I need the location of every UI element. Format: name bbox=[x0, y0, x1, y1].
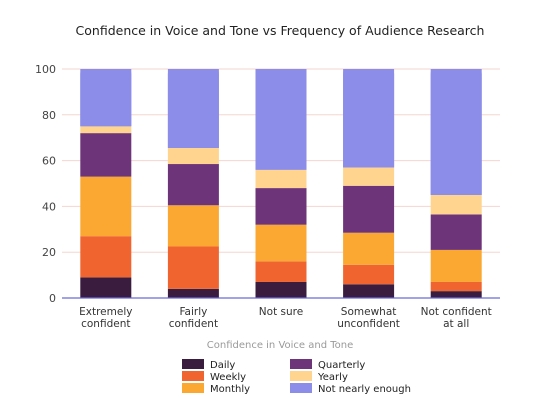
bar-segment-weekly bbox=[167, 246, 219, 289]
legend-swatch bbox=[290, 383, 312, 393]
chart-title: Confidence in Voice and Tone vs Frequenc… bbox=[76, 23, 485, 38]
bars bbox=[80, 69, 482, 298]
legend-swatch bbox=[182, 371, 204, 381]
bar-segment-weekly bbox=[80, 236, 132, 278]
y-tick-label: 40 bbox=[42, 200, 56, 213]
legend-swatch bbox=[182, 383, 204, 393]
bar-segment-yearly bbox=[255, 169, 307, 189]
bar-segment-monthly bbox=[430, 249, 482, 282]
legend-item: Monthly bbox=[182, 383, 250, 395]
legend-swatch bbox=[290, 359, 312, 369]
bar-segment-quarterly bbox=[343, 185, 395, 233]
bar-top-cap bbox=[167, 69, 219, 149]
bar-segment-weekly bbox=[255, 261, 307, 282]
bar-segment-quarterly bbox=[80, 133, 132, 177]
bar-segment-quarterly bbox=[430, 214, 482, 250]
bar-segment-daily bbox=[430, 291, 482, 298]
bar-segment-quarterly bbox=[167, 164, 219, 206]
bar-segment-monthly bbox=[343, 232, 395, 265]
bar-segment-yearly bbox=[80, 126, 132, 134]
legend-item: Yearly bbox=[290, 371, 348, 383]
legend-swatch bbox=[182, 359, 204, 369]
x-category-label: Not sure bbox=[259, 306, 303, 318]
bar-segment-daily bbox=[80, 277, 132, 298]
bar-segment-yearly bbox=[430, 194, 482, 215]
bar-top-cap bbox=[343, 69, 395, 168]
y-tick-label: 60 bbox=[42, 155, 56, 168]
bar-top-cap bbox=[430, 69, 482, 195]
y-tick-label: 20 bbox=[42, 246, 56, 259]
bar-segment-yearly bbox=[343, 167, 395, 186]
x-category-label: Fairly confident bbox=[169, 306, 218, 330]
bar-segment-monthly bbox=[255, 224, 307, 262]
x-category-label: Not confident at all bbox=[421, 306, 492, 330]
legend-swatch bbox=[290, 371, 312, 381]
legend-label: Yearly bbox=[317, 372, 348, 383]
bar-segment-monthly bbox=[167, 205, 219, 247]
x-axis-categories: Extremely confident Fairly confident Not sur… bbox=[79, 306, 492, 330]
bar-top-cap bbox=[255, 69, 307, 170]
legend-item: Not nearly enough bbox=[290, 383, 411, 395]
legend-item: Weekly bbox=[182, 371, 246, 383]
y-tick-label: 80 bbox=[42, 109, 56, 122]
bar-segment-daily bbox=[343, 284, 395, 298]
y-tick-label: 0 bbox=[49, 292, 56, 305]
bar-segment-daily bbox=[255, 281, 307, 298]
legend-label: Daily bbox=[210, 360, 235, 371]
bar-segment-monthly bbox=[80, 176, 132, 237]
legend-label: Monthly bbox=[210, 384, 250, 395]
bar-segment-quarterly bbox=[255, 188, 307, 225]
x-axis-title: Confidence in Voice and Tone bbox=[207, 340, 354, 351]
y-axis-ticks: 0 20 40 60 80 100 bbox=[35, 63, 56, 305]
bar-top-cap bbox=[80, 69, 132, 127]
legend-label: Not nearly enough bbox=[318, 384, 411, 395]
x-category-label: Somewhat unconfident bbox=[337, 306, 400, 330]
bar-segment-daily bbox=[167, 288, 219, 298]
bar-segment-weekly bbox=[343, 264, 395, 285]
x-category-label: Extremely confident bbox=[79, 306, 132, 330]
legend-item: Quarterly bbox=[290, 359, 365, 371]
y-tick-label: 100 bbox=[35, 63, 56, 76]
bar-segment-weekly bbox=[430, 281, 482, 292]
bar-segment-yearly bbox=[167, 148, 219, 165]
legend-label: Quarterly bbox=[318, 360, 365, 371]
legend-item: Daily bbox=[182, 359, 235, 371]
legend-label: Weekly bbox=[210, 372, 246, 383]
